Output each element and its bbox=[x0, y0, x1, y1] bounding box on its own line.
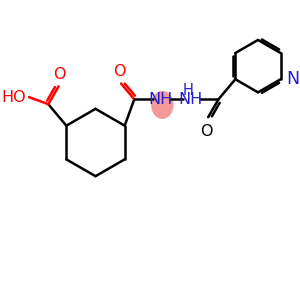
Text: HO: HO bbox=[2, 90, 26, 105]
Text: N: N bbox=[286, 70, 299, 88]
Text: H: H bbox=[183, 83, 194, 98]
Text: O: O bbox=[200, 124, 213, 139]
Text: O: O bbox=[53, 67, 66, 82]
Text: NH: NH bbox=[178, 92, 202, 107]
Text: NH: NH bbox=[148, 92, 172, 107]
Ellipse shape bbox=[151, 91, 174, 119]
Text: O: O bbox=[113, 64, 125, 79]
